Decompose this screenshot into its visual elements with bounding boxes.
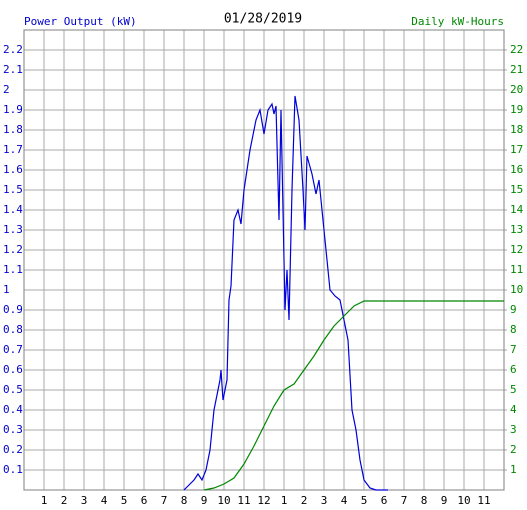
x-tick-label: 3 <box>321 494 328 507</box>
y-tick-label: 0.7 <box>3 343 23 356</box>
y2-tick-label: 5 <box>510 383 517 396</box>
y2-tick-label: 9 <box>510 303 517 316</box>
y-tick-label: 1.9 <box>3 103 23 116</box>
y2-tick-label: 14 <box>510 203 524 216</box>
y2-tick-label: 16 <box>510 163 523 176</box>
x-tick-label: 4 <box>341 494 348 507</box>
y-tick-label: 0.4 <box>3 403 23 416</box>
y-tick-label: 0.1 <box>3 463 23 476</box>
x-tick-label: 9 <box>201 494 208 507</box>
x-tick-label: 7 <box>401 494 408 507</box>
x-tick-label: 7 <box>161 494 168 507</box>
y-tick-label: 0.6 <box>3 363 23 376</box>
x-tick-label: 5 <box>121 494 128 507</box>
y2-tick-label: 1 <box>510 463 517 476</box>
x-tick-label: 10 <box>217 494 230 507</box>
x-tick-label: 11 <box>237 494 250 507</box>
y-tick-label: 1.5 <box>3 183 23 196</box>
plot-border <box>23 29 505 491</box>
x-tick-label: 2 <box>61 494 68 507</box>
y-tick-label: 1.2 <box>3 243 23 256</box>
y2-tick-label: 20 <box>510 83 523 96</box>
x-tick-label: 6 <box>381 494 388 507</box>
x-tick-label: 4 <box>101 494 108 507</box>
y-axis-label: Power Output (kW) <box>24 15 137 28</box>
y2-tick-label: 3 <box>510 423 517 436</box>
y-tick-label: 2.1 <box>3 63 23 76</box>
y2-tick-label: 6 <box>510 363 517 376</box>
x-tick-label: 10 <box>457 494 470 507</box>
y-tick-label: 0.2 <box>3 443 23 456</box>
y-tick-label: 1.1 <box>3 263 23 276</box>
y2-axis-label: Daily kW-Hours <box>411 15 504 28</box>
y-tick-label: 0.8 <box>3 323 23 336</box>
y2-tick-label: 10 <box>510 283 523 296</box>
y2-tick-label: 17 <box>510 143 523 156</box>
y2-tick-label: 19 <box>510 103 523 116</box>
x-tick-label: 8 <box>421 494 428 507</box>
y2-tick-label: 12 <box>510 243 523 256</box>
y2-tick-label: 7 <box>510 343 517 356</box>
y-tick-label: 0.9 <box>3 303 23 316</box>
y2-tick-label: 22 <box>510 43 523 56</box>
y2-tick-label: 21 <box>510 63 523 76</box>
y-tick-label: 1.8 <box>3 123 23 136</box>
x-tick-label: 12 <box>257 494 270 507</box>
x-tick-label: 5 <box>361 494 368 507</box>
y-tick-label: 0.3 <box>3 423 23 436</box>
y2-tick-label: 13 <box>510 223 523 236</box>
y2-tick-label: 8 <box>510 323 517 336</box>
y-tick-label: 2.2 <box>3 43 23 56</box>
chart-title: 01/28/2019 <box>224 12 302 27</box>
x-tick-label: 1 <box>281 494 288 507</box>
x-tick-label: 1 <box>41 494 48 507</box>
y-tick-label: 1.7 <box>3 143 23 156</box>
x-tick-label: 3 <box>81 494 88 507</box>
x-tick-label: 8 <box>181 494 188 507</box>
y-tick-label: 1 <box>3 283 10 296</box>
y2-tick-label: 11 <box>510 263 523 276</box>
series-line <box>183 95 388 491</box>
x-tick-label: 9 <box>441 494 448 507</box>
y-tick-label: 1.3 <box>3 223 23 236</box>
y-tick-label: 1.4 <box>3 203 23 216</box>
y-tick-label: 0.5 <box>3 383 23 396</box>
y2-tick-label: 15 <box>510 183 523 196</box>
y2-tick-label: 4 <box>510 403 517 416</box>
x-tick-label: 11 <box>477 494 490 507</box>
y2-tick-label: 18 <box>510 123 523 136</box>
series-line <box>203 300 504 491</box>
x-tick-label: 6 <box>141 494 148 507</box>
y-tick-label: 2 <box>3 83 10 96</box>
y-tick-label: 1.6 <box>3 163 23 176</box>
x-tick-label: 2 <box>301 494 308 507</box>
y2-tick-label: 2 <box>510 443 517 456</box>
